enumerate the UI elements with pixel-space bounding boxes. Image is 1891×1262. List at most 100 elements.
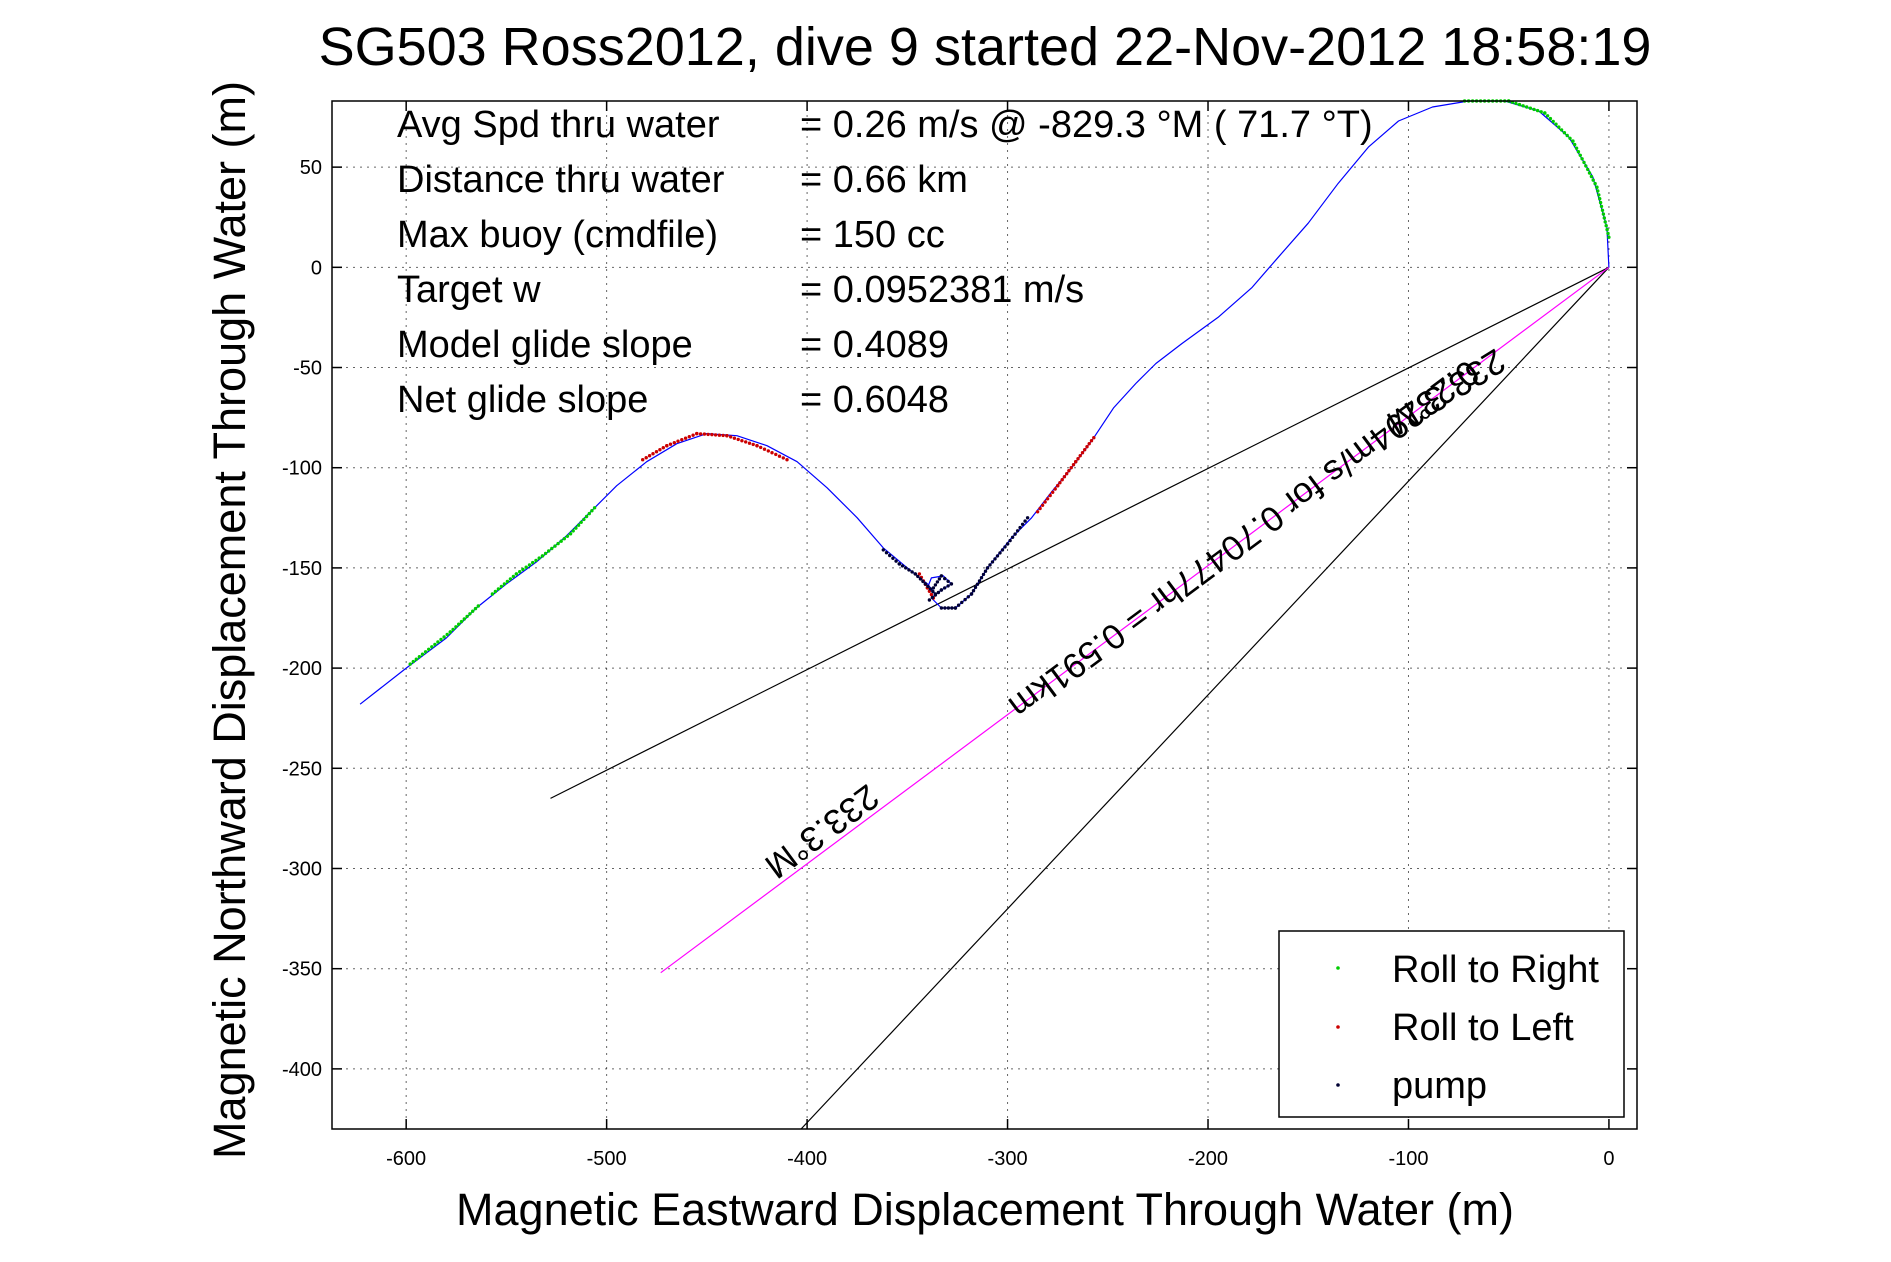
roll-left-marker [1062, 475, 1067, 479]
roll-left-marker [1038, 506, 1042, 511]
roll-right-marker [1573, 142, 1577, 147]
roll-right-marker [1521, 104, 1525, 108]
pump-marker [988, 563, 992, 567]
roll-right-marker [1514, 101, 1518, 106]
roll-right-marker [1580, 157, 1584, 161]
roll-right-marker [414, 657, 418, 661]
pump-marker [950, 606, 954, 610]
roll-left-marker [702, 432, 707, 436]
roll-left-marker [1048, 493, 1052, 498]
info-value-avg-speed: = 0.26 m/s @ -829.3 °M ( 71.7 °T) [800, 104, 1373, 146]
pump-marker [993, 557, 997, 561]
pump-marker [1003, 545, 1007, 549]
roll-left-marker [917, 572, 922, 576]
pump-marker [884, 551, 889, 555]
info-label-distance: Distance thru water [397, 159, 725, 201]
roll-left-marker [721, 433, 725, 438]
roll-right-marker [1543, 111, 1547, 115]
pump-marker [1010, 535, 1015, 539]
x-tick-label: -600 [386, 1148, 426, 1170]
roll-right-marker [430, 645, 434, 649]
legend-box [1278, 930, 1625, 1118]
roll-left-marker [651, 452, 655, 456]
roll-right-marker [473, 606, 478, 611]
y-tick-label: -400 [282, 1059, 322, 1081]
roll-left-marker [751, 442, 755, 447]
roll-right-marker [1598, 197, 1602, 201]
roll-left-marker [1067, 469, 1071, 473]
pump-marker [939, 574, 944, 578]
roll-right-marker [1576, 150, 1581, 154]
pump-marker [936, 590, 941, 595]
pump-marker [930, 595, 935, 600]
legend-label-pump: pump [1392, 1065, 1487, 1107]
pump-marker [1008, 538, 1012, 543]
pump-marker [998, 551, 1002, 555]
pump-marker [939, 588, 944, 592]
info-value-model-glide: = 0.4089 [800, 324, 949, 366]
pump-marker [1025, 516, 1030, 520]
roll-right-marker [457, 622, 461, 626]
roll-left-marker [654, 450, 659, 454]
roll-left-marker [740, 439, 744, 443]
roll-right-marker [547, 549, 551, 553]
roll-left-marker [1085, 445, 1089, 449]
x-tick-label: -200 [1188, 1148, 1228, 1170]
y-tick-label: -50 [293, 358, 322, 380]
roll-right-marker [524, 565, 528, 569]
roll-left-marker [744, 440, 748, 444]
info-label-target-w: Target w [397, 269, 541, 311]
roll-right-marker [571, 529, 575, 533]
roll-right-marker [439, 637, 443, 642]
roll-right-marker [1593, 181, 1597, 186]
roll-right-marker [582, 517, 586, 522]
roll-left-marker [665, 444, 669, 448]
pump-marker [916, 574, 920, 579]
roll-right-marker [574, 526, 578, 530]
legend-label-roll-right: Roll to Right [1392, 949, 1599, 991]
pump-marker [913, 572, 917, 576]
roll-left-marker [1069, 466, 1073, 470]
roll-right-marker [1603, 220, 1607, 224]
pump-marker [966, 595, 970, 599]
roll-right-marker [543, 551, 548, 556]
pump-marker [995, 554, 1000, 558]
roll-right-marker [471, 609, 475, 613]
roll-left-marker [725, 434, 729, 438]
roll-right-marker [1565, 133, 1569, 138]
roll-right-marker [420, 652, 425, 656]
roll-right-marker [451, 627, 455, 632]
roll-left-marker [687, 435, 691, 439]
roll-left-marker [747, 441, 752, 445]
roll-right-marker [502, 582, 507, 586]
legend: Roll to Right Roll to Left pump [1278, 930, 1625, 1118]
roll-right-marker [531, 560, 535, 565]
pump-marker [894, 559, 898, 563]
roll-left-marker [698, 432, 703, 436]
pump-marker [975, 582, 980, 586]
roll-right-marker [514, 572, 519, 576]
info-value-net-glide: = 0.6048 [800, 379, 949, 421]
y-tick-label: -150 [282, 558, 322, 580]
roll-right-marker [1605, 227, 1609, 232]
pump-marker [953, 606, 958, 610]
y-tick-label: -250 [282, 758, 322, 780]
roll-right-marker [1598, 200, 1603, 205]
roll-right-marker [436, 640, 440, 644]
roll-right-marker [411, 659, 415, 664]
roll-right-marker [1601, 212, 1606, 216]
roll-left-marker [766, 449, 770, 453]
roll-left-marker [1053, 487, 1057, 491]
roll-right-marker [521, 567, 525, 572]
roll-right-marker [1545, 114, 1550, 118]
roll-left-marker [1060, 478, 1064, 482]
x-tick-label: -300 [988, 1148, 1028, 1170]
pump-marker [931, 586, 936, 590]
roll-right-marker [1586, 167, 1590, 172]
roll-right-marker [442, 635, 446, 639]
x-tick-label: 0 [1603, 1148, 1614, 1170]
pump-marker [928, 587, 933, 591]
pump-marker [881, 548, 885, 552]
chart-title: SG503 Ross2012, dive 9 started 22-Nov-20… [319, 17, 1652, 77]
roll-right-marker [592, 506, 597, 510]
